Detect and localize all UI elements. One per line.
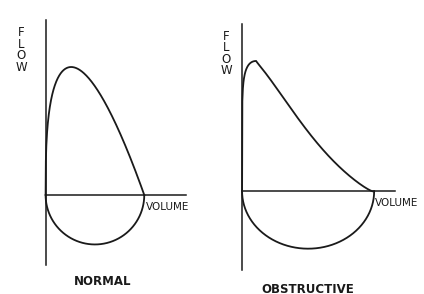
Text: OBSTRUCTIVE: OBSTRUCTIVE: [262, 283, 354, 294]
Text: NORMAL: NORMAL: [74, 275, 131, 288]
Text: F
L
O
W: F L O W: [220, 30, 232, 77]
Text: F
L
O
W: F L O W: [16, 26, 27, 74]
Text: VOLUME: VOLUME: [146, 202, 190, 212]
Text: VOLUME: VOLUME: [375, 198, 418, 208]
